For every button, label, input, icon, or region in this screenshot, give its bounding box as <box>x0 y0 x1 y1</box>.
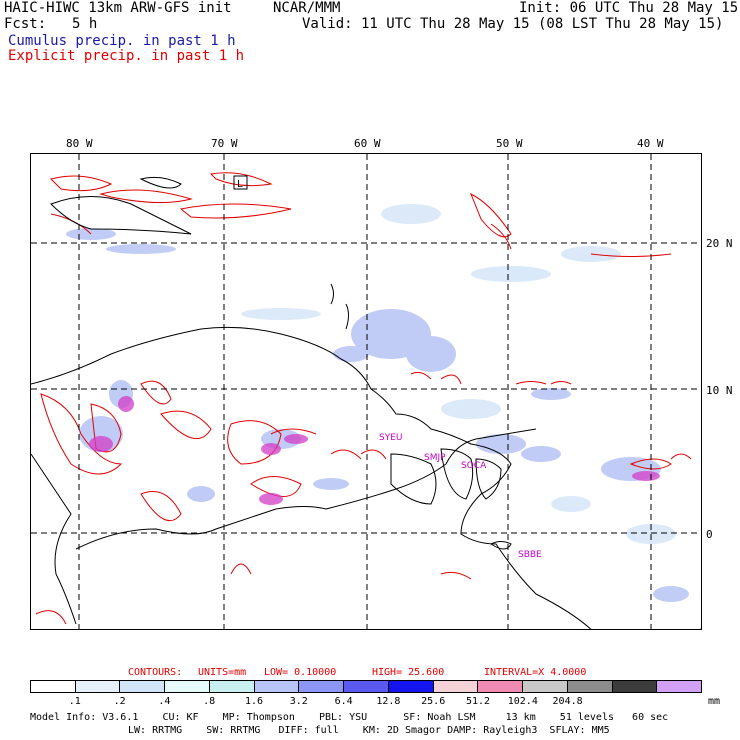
low-marker: L <box>237 179 243 190</box>
scale-swatch <box>120 681 166 692</box>
station-label: SOCA <box>461 461 487 471</box>
scale-swatch <box>523 681 568 692</box>
cumulus-precip-areas <box>66 228 689 602</box>
lat-label-10n: 10 N <box>706 384 733 397</box>
light-precip-areas <box>241 204 676 544</box>
scale-label: .1 <box>68 696 81 707</box>
scale-label: .2 <box>113 696 126 707</box>
scale-label: .8 <box>203 696 216 707</box>
contours-high: HIGH= 25.600 <box>372 667 445 678</box>
contours-units: UNITS=mm <box>198 667 247 678</box>
scale-swatch <box>433 681 479 692</box>
contours-low: LOW= 0.10000 <box>264 667 337 678</box>
scale-label: 204.8 <box>552 696 583 707</box>
station-label: SMJP <box>424 453 446 463</box>
model-info-line2: LW: RRTMG SW: RRTMG DIFF: full KM: 2D Sm… <box>128 725 610 736</box>
scale-label: 25.6 <box>421 696 446 707</box>
init-time: Init: 06 UTC Thu 28 May 15 <box>519 0 739 16</box>
explicit-legend: Explicit precip. in past 1 h <box>8 48 245 64</box>
scale-label: 102.4 <box>507 696 538 707</box>
precip-color-scale <box>30 680 702 693</box>
lat-label-0: 0 <box>706 528 713 541</box>
scale-label: 12.8 <box>376 696 401 707</box>
scale-swatch <box>478 681 524 692</box>
low-marker-box <box>233 175 248 190</box>
scale-swatch <box>31 681 76 692</box>
coastlines <box>31 176 701 629</box>
explicit-precip-contours <box>35 172 692 625</box>
scale-swatch <box>165 681 210 692</box>
lon-label-80w: 80 W <box>66 137 93 150</box>
fcst-label: Fcst: <box>4 16 47 32</box>
scale-swatch <box>254 681 300 692</box>
lon-label-70w: 70 W <box>211 137 238 150</box>
scale-swatch <box>209 681 255 692</box>
scale-swatch <box>612 681 658 692</box>
model-info-line1: Model Info: V3.6.1 CU: KF MP: Thompson P… <box>30 712 669 723</box>
scale-swatch <box>388 681 434 692</box>
contours-interval: INTERVAL=X 4.0000 <box>484 667 587 678</box>
scale-swatch <box>299 681 345 692</box>
model-title: HAIC-HIWC 13km ARW-GFS init <box>4 0 232 16</box>
heavy-precip-cores <box>89 396 660 505</box>
scale-label: 3.2 <box>289 696 308 707</box>
lon-label-60w: 60 W <box>354 137 381 150</box>
scale-label: 6.4 <box>334 696 353 707</box>
fcst-value: 5 h <box>72 16 98 32</box>
lon-label-40w: 40 W <box>637 137 664 150</box>
lon-label-50w: 50 W <box>496 137 523 150</box>
scale-unit: mm <box>708 696 721 707</box>
scale-swatch <box>657 681 702 692</box>
scale-label: .4 <box>158 696 171 707</box>
map-canvas: L SYEU SMJP SOCA SBBE <box>31 154 701 629</box>
scale-label: 51.2 <box>465 696 491 707</box>
precip-map: L SYEU SMJP SOCA SBBE <box>30 153 702 630</box>
cumulus-legend: Cumulus precip. in past 1 h <box>8 33 236 49</box>
station-label: SBBE <box>518 550 542 560</box>
scale-swatch <box>344 681 389 692</box>
scale-swatch <box>567 681 613 692</box>
station-label: SYEU <box>379 433 402 443</box>
contours-label: CONTOURS: <box>128 667 183 678</box>
valid-time: Valid: 11 UTC Thu 28 May 15 (08 LST Thu … <box>302 16 724 32</box>
lat-label-20n: 20 N <box>706 237 733 250</box>
org-label: NCAR/MMM <box>273 0 341 16</box>
scale-label: 1.6 <box>244 696 264 707</box>
lat-lon-grid <box>31 154 701 629</box>
scale-swatch <box>75 681 121 692</box>
